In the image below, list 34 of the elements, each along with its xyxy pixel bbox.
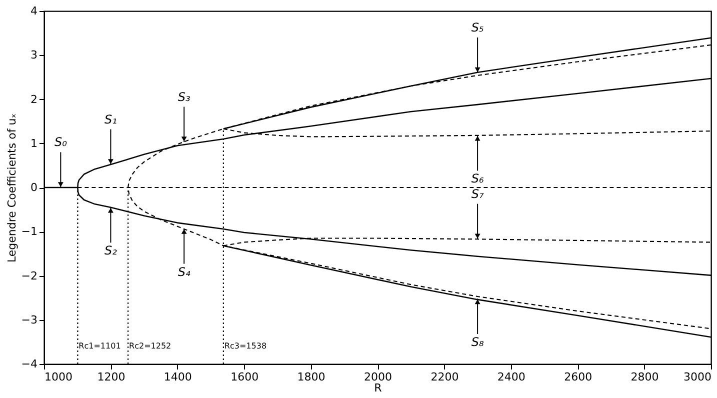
- x-tick-label: 1600: [230, 370, 259, 384]
- x-tick-label: 2800: [630, 370, 659, 384]
- annotation: S₆: [471, 172, 484, 186]
- y-tick-label: −4: [21, 358, 38, 370]
- annotation: S₀: [54, 135, 68, 150]
- x-tick-label: 2200: [430, 370, 459, 384]
- y-tick-label: 3: [30, 48, 38, 62]
- annotation: S₃: [178, 90, 190, 104]
- y-tick-label: 1: [30, 136, 38, 150]
- annotation: S₂: [104, 244, 118, 258]
- annotation: Rc2=1252: [129, 341, 172, 350]
- annotation: S₈: [471, 334, 484, 349]
- x-tick-label: 2400: [497, 370, 526, 384]
- annotation: S₅: [471, 20, 484, 34]
- annotation: S₁: [104, 112, 118, 126]
- x-tick-label: 2600: [564, 370, 592, 384]
- x-tick-label: 1200: [97, 370, 126, 384]
- y-tick-label: 2: [30, 92, 38, 106]
- y-tick-label: 4: [30, 4, 38, 18]
- x-tick-label: 1400: [164, 370, 192, 384]
- x-tick-label: 1000: [44, 370, 72, 384]
- y-tick-label: 0: [30, 181, 38, 194]
- x-tick-label: 3000: [684, 370, 712, 384]
- y-tick-label: −2: [21, 269, 38, 282]
- y-tick-label: −1: [21, 225, 38, 238]
- annotation: S₄: [178, 264, 190, 279]
- annotation: Rc3=1538: [224, 341, 267, 350]
- annotation: S₇: [471, 186, 484, 201]
- y-axis-title: Legendre Coefficients of uₓ: [5, 113, 18, 263]
- x-tick-label: 1800: [297, 370, 326, 384]
- annotation: Rc1=1101: [78, 341, 121, 350]
- x-tick-label: 2000: [364, 370, 392, 384]
- y-tick-label: −3: [21, 313, 38, 326]
- x-axis-title: R: [374, 382, 382, 394]
